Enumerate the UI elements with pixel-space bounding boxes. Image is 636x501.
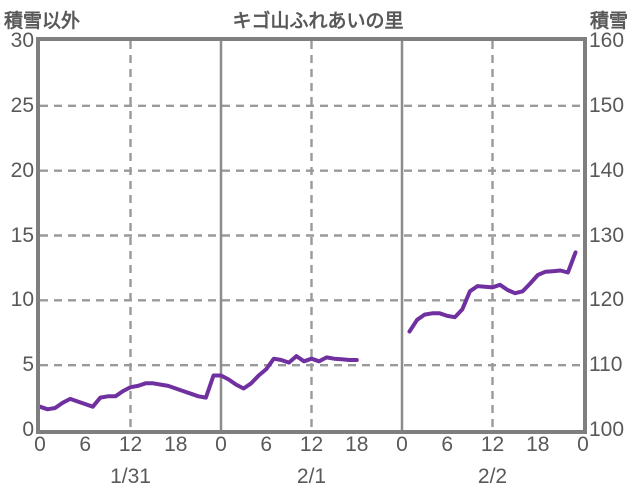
left-axis-tick-label: 20	[10, 158, 34, 182]
left-axis-tick-label: 30	[10, 29, 34, 52]
x-axis-hour-label: 0	[215, 433, 227, 456]
right-axis-tick-label: 100	[589, 418, 625, 441]
left-axis-title: 積雪以外	[4, 11, 81, 32]
right-axis-tick-label: 150	[589, 93, 625, 117]
right-axis-tick-label: 140	[589, 158, 625, 182]
plot-area	[40, 41, 583, 430]
x-axis-date-label: 2/1	[296, 465, 327, 488]
right-axis-tick-label: 110	[589, 353, 623, 377]
series-line-積雪	[40, 354, 359, 412]
left-axis-tick-label: 25	[10, 93, 34, 117]
x-axis-hour-label: 0	[577, 433, 589, 456]
x-axis-date-label: 1/31	[110, 465, 151, 488]
left-axis-tick-label: 5	[22, 353, 34, 377]
left-axis-tick-label: 0	[22, 418, 34, 441]
left-axis-tick-label: 15	[10, 223, 34, 247]
x-axis-hour-label: 18	[526, 433, 550, 456]
plot-area-frame	[36, 37, 587, 434]
x-axis-hour-label: 18	[345, 433, 369, 456]
series-line-積雪	[407, 250, 578, 334]
x-axis-hour-label: 6	[79, 433, 92, 456]
x-axis-hour-label: 12	[118, 433, 143, 456]
right-axis-tick-label: 130	[589, 223, 625, 247]
left-axis-tick-label: 10	[10, 288, 34, 312]
x-axis-hour-label: 12	[299, 433, 324, 456]
x-axis-hour-label: 0	[396, 433, 408, 456]
x-axis-hour-label: 6	[260, 433, 273, 456]
right-axis-title: 積雪	[589, 11, 628, 32]
x-axis-hour-label: 0	[34, 433, 46, 456]
x-axis-hour-label: 12	[480, 433, 505, 456]
right-axis-tick-label: 160	[589, 29, 625, 52]
x-axis-hour-label: 6	[441, 433, 454, 456]
chart-title: キゴ山ふれあいの里	[232, 11, 404, 32]
right-axis-tick-label: 120	[589, 288, 625, 312]
x-axis-date-label: 2/2	[477, 465, 508, 488]
x-axis-hour-label: 18	[164, 433, 188, 456]
